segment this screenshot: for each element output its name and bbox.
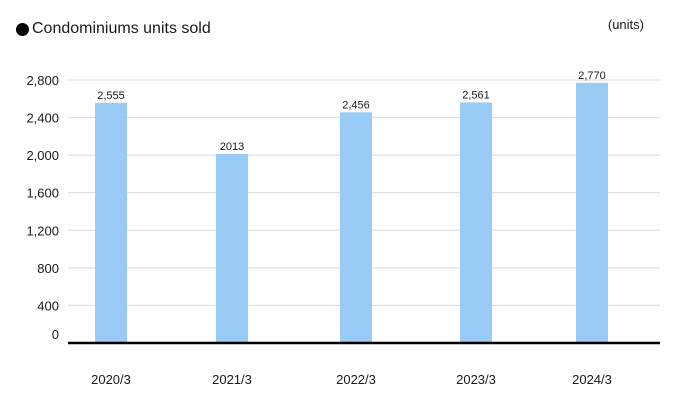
x-tick-label: 2024/3	[572, 372, 612, 387]
title-bullet-icon	[16, 22, 29, 36]
y-tick-label: 0	[52, 327, 59, 342]
y-tick-label: 800	[37, 261, 59, 276]
chart-title-text: Condominiums units sold	[32, 20, 211, 37]
y-tick-label: 400	[37, 298, 59, 313]
bar	[576, 82, 608, 343]
bar	[460, 102, 492, 343]
x-tick-label: 2020/3	[91, 372, 131, 387]
y-tick-label: 2,400	[26, 111, 59, 126]
unit-label: (units)	[607, 17, 644, 32]
chart-title: Condominiums units sold	[16, 20, 211, 38]
x-tick-label: 2023/3	[456, 372, 496, 387]
y-tick-label: 2,000	[26, 148, 59, 163]
y-tick-label: 2,800	[26, 73, 59, 88]
bars	[95, 82, 608, 343]
bar	[340, 112, 372, 343]
data-label: 2,456	[342, 99, 370, 111]
bar	[216, 153, 248, 343]
data-label: 2013	[220, 141, 244, 153]
y-axis-ticks: 0 400 800 1,200 1,600 2,000 2,400 2,800	[26, 73, 59, 342]
y-tick-label: 1,200	[26, 223, 59, 238]
x-tick-label: 2021/3	[212, 372, 252, 387]
x-tick-label: 2022/3	[336, 372, 376, 387]
data-labels: 2,555 2013 2,456 2,561 2,770	[97, 70, 606, 153]
x-axis-ticks: 2020/3 2021/3 2022/3 2023/3 2024/3	[91, 372, 612, 387]
data-label: 2,555	[97, 90, 125, 102]
bar	[95, 103, 127, 343]
y-tick-label: 1,600	[26, 186, 59, 201]
data-label: 2,770	[578, 70, 606, 82]
data-label: 2,561	[462, 89, 490, 101]
